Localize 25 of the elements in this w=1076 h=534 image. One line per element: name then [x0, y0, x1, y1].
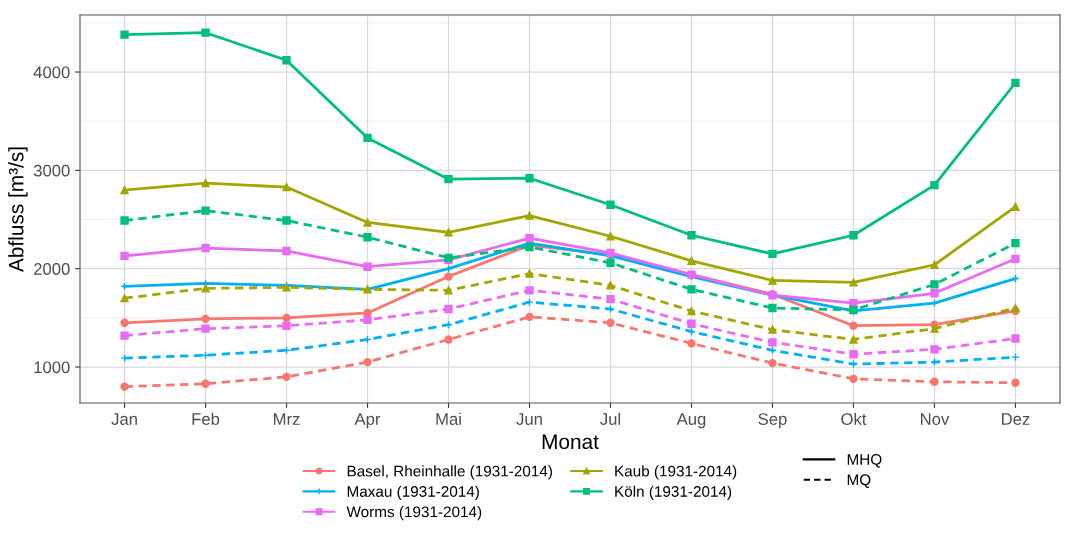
x-tick-label: Dez [1002, 413, 1030, 425]
x-tick-label: Nov [921, 413, 950, 425]
x-tick-label: Okt [841, 412, 867, 425]
x-tick-label: Aug [676, 413, 706, 429]
y-tick-label: 4000 [33, 66, 70, 79]
x-tick-label: Apr [354, 413, 381, 429]
x-tick-label: Jul [600, 412, 621, 425]
legend-label: Köln (1931-2014) [615, 485, 732, 500]
x-tick-label: Jun [516, 413, 542, 425]
y-axis-title: Abfluss [m³/s] [8, 147, 28, 273]
x-axis-title: Monat [542, 434, 599, 450]
text: MQ [847, 474, 871, 488]
legend-label: Kaub (1931-2014) [615, 465, 737, 480]
legend-label: Basel, Rheinhalle (1931-2014) [347, 465, 552, 480]
x-tick-label: Jan [111, 413, 137, 425]
x-tick-label: Feb [192, 412, 220, 425]
legend-label: Worms (1931-2014) [346, 506, 482, 521]
y-tick-label: 2000 [34, 263, 70, 275]
y-tick-label: 3000 [33, 164, 70, 177]
x-tick-label: Mai [436, 412, 461, 425]
y-tick-label: 1000 [34, 361, 70, 374]
legend-label: Maxau (1931-2014) [347, 485, 479, 500]
x-tick-label: Sep [758, 413, 787, 429]
x-tick-label: Mrz [274, 413, 300, 425]
text: MHQ [847, 454, 882, 468]
